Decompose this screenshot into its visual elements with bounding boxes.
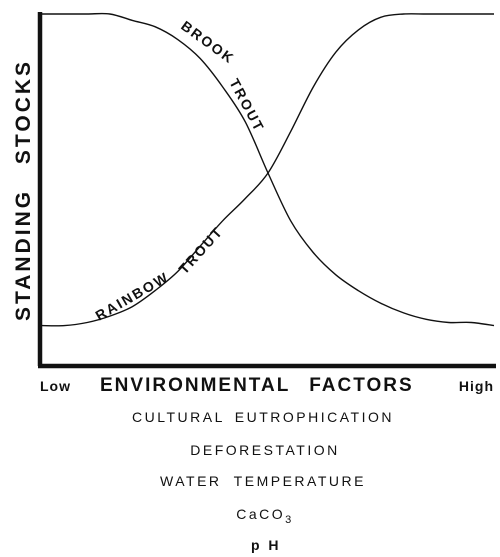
factor-ph: p H <box>251 537 281 553</box>
rainbow-trout-label-rainbow: RAINBOW <box>93 269 172 324</box>
factor-caco3: CaCO3 <box>236 506 294 526</box>
factor-deforestation: DEFORESTATION <box>190 442 339 458</box>
x-axis-low-label: Low <box>40 378 71 394</box>
factor-caco3-subscript: 3 <box>285 514 294 526</box>
brook-trout-curve <box>42 12 495 327</box>
factor-water-temperature: WATER TEMPERATURE <box>160 473 366 489</box>
factor-caco3-prefix: CaCO <box>236 506 285 522</box>
x-axis-title: ENVIRONMENTAL FACTORS <box>100 375 414 396</box>
brook-trout-label-brook: BROOK <box>178 17 238 66</box>
chart-plot-area <box>41 12 495 327</box>
y-axis-title: STANDING STOCKS <box>12 59 35 321</box>
rainbow-trout-curve <box>41 13 494 327</box>
rainbow-trout-label-trout: TROUT <box>175 223 226 277</box>
factor-cultural-eutrophication: CULTURAL EUTROPHICATION <box>132 409 394 425</box>
x-axis-high-label: High <box>459 378 494 394</box>
